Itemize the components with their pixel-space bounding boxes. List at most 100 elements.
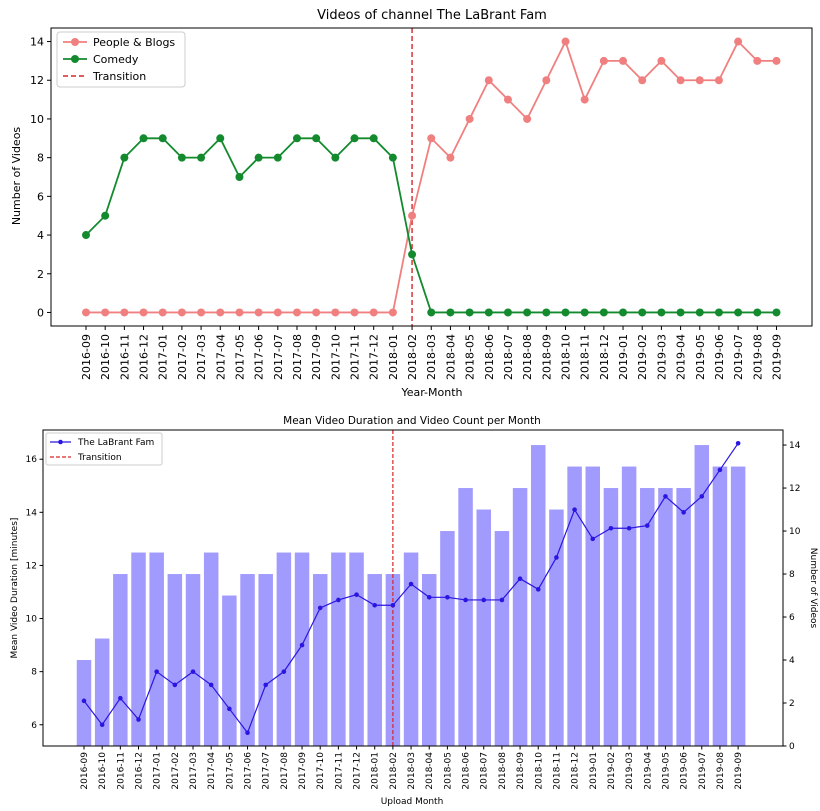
chart-2-x-tick-label: 2018-04 bbox=[425, 752, 435, 790]
chart-1-legend: People & Blogs Comedy Transition bbox=[56, 31, 186, 88]
chart-2-bar bbox=[440, 531, 455, 746]
chart-2-x-tick-label: 2018-01 bbox=[371, 752, 381, 790]
chart-1-point-comedy bbox=[82, 231, 90, 240]
chart-2-x-tick-label: 2018-12 bbox=[571, 752, 581, 790]
chart-2-bar bbox=[312, 574, 328, 746]
legend-label-people-blogs: People & Blogs bbox=[93, 36, 175, 49]
chart-1-point-comedy bbox=[254, 153, 263, 162]
chart-2-x-tick-label: 2017-03 bbox=[189, 752, 199, 790]
chart-1-x-tick-label: 2019-09 bbox=[770, 334, 783, 380]
chart-1-point-people-blogs bbox=[446, 153, 455, 162]
chart-2-x-tick-label: 2018-05 bbox=[443, 752, 453, 790]
chart-2-duration-point bbox=[717, 467, 723, 473]
chart-2-y2-tick-label: 6 bbox=[789, 613, 795, 623]
chart-2-x-tick-label: 2018-06 bbox=[462, 752, 472, 790]
chart-1-x-tick-label: 2017-09 bbox=[310, 334, 323, 380]
chart-1-xlabel: Year-Month bbox=[400, 386, 462, 399]
chart-1-x-tick-label: 2017-05 bbox=[233, 334, 246, 380]
chart-1-y-ticks: 0 2 4 6 8 10 12 14 bbox=[30, 36, 51, 319]
chart-1-y-tick-label: 0 bbox=[37, 306, 44, 319]
chart-1-point-people-blogs bbox=[734, 37, 743, 46]
chart-2-x-tick-label: 2017-05 bbox=[225, 752, 235, 790]
chart-1-point-people-blogs bbox=[292, 308, 301, 317]
chart-2-legend: The LaBrant Fam Transition bbox=[45, 432, 163, 466]
chart-2-x-tick-label: 2018-08 bbox=[498, 752, 508, 790]
chart-2-duration-and-count: Mean Video Duration and Video Count per … bbox=[10, 415, 818, 807]
chart-1-point-people-blogs bbox=[676, 76, 685, 85]
legend-label-comedy: Comedy bbox=[93, 53, 139, 66]
chart-1-point-comedy bbox=[177, 153, 186, 162]
chart-1-point-people-blogs bbox=[503, 95, 512, 104]
chart-1-point-people-blogs bbox=[388, 308, 397, 317]
chart-1-x-tick-label: 2018-12 bbox=[598, 334, 611, 380]
chart-2-bar bbox=[621, 466, 637, 746]
chart-2-x-tick-label: 2019-04 bbox=[643, 752, 653, 790]
chart-2-bar bbox=[531, 445, 546, 746]
chart-1-x-tick-label: 2018-06 bbox=[483, 334, 496, 380]
chart-2-x-tick-label: 2016-12 bbox=[135, 752, 145, 790]
chart-1-point-people-blogs bbox=[254, 308, 263, 317]
chart-2-bar bbox=[94, 638, 110, 746]
chart-2-duration-point bbox=[372, 602, 378, 608]
chart-1-x-tick-label: 2017-10 bbox=[329, 334, 342, 380]
chart-2-duration-point bbox=[336, 597, 341, 603]
chart-1-x-tick-label: 2018-10 bbox=[560, 334, 573, 380]
legend-label-transition-2: Transition bbox=[77, 453, 122, 463]
chart-2-duration-point bbox=[227, 706, 232, 712]
chart-2-bar bbox=[203, 552, 219, 746]
chart-2-y2-tick-label: 12 bbox=[789, 484, 800, 494]
chart-1-marks bbox=[82, 28, 781, 326]
chart-2-duration-point bbox=[445, 594, 450, 600]
chart-2-duration-point bbox=[154, 669, 159, 674]
chart-1-point-people-blogs bbox=[177, 308, 186, 317]
chart-2-bar bbox=[658, 488, 673, 746]
chart-2-duration-point bbox=[663, 494, 668, 499]
chart-2-y-ticks: 6 8 10 12 14 16 bbox=[26, 455, 43, 731]
chart-2-x-tick-label: 2017-09 bbox=[298, 752, 308, 790]
chart-2-bar bbox=[603, 488, 619, 746]
chart-1-point-people-blogs bbox=[427, 134, 436, 143]
chart-2-y-tick-label: 16 bbox=[26, 455, 38, 465]
chart-2-bar bbox=[494, 531, 510, 746]
chart-2-y2-tick-label: 14 bbox=[789, 441, 801, 451]
chart-2-duration-point bbox=[299, 642, 305, 648]
chart-2-duration-point bbox=[644, 523, 650, 528]
chart-2-duration-point bbox=[626, 525, 632, 531]
chart-1-point-people-blogs bbox=[350, 308, 359, 317]
chart-2-y-tick-label: 10 bbox=[26, 615, 38, 625]
chart-2-x-tick-label: 2017-10 bbox=[316, 752, 326, 790]
chart-2-y2-ticks: 0 2 4 6 8 10 12 14 bbox=[783, 441, 801, 752]
chart-1-x-tick-label: 2016-11 bbox=[118, 334, 131, 380]
chart-1-y-tick-label: 12 bbox=[30, 74, 44, 87]
chart-2-x-tick-label: 2017-06 bbox=[244, 752, 254, 790]
chart-1-x-tick-label: 2018-03 bbox=[425, 334, 438, 380]
chart-2-duration-point bbox=[263, 682, 269, 688]
chart-2-duration-point bbox=[735, 440, 741, 446]
chart-1-x-tick-label: 2019-04 bbox=[675, 334, 688, 380]
chart-1-point-people-blogs bbox=[772, 56, 781, 65]
chart-1-x-tick-label: 2016-09 bbox=[80, 334, 93, 380]
chart-1-point-comedy bbox=[408, 250, 417, 259]
chart-1-point-comedy bbox=[484, 308, 493, 317]
chart-1-point-comedy bbox=[158, 134, 167, 143]
chart-1-point-comedy bbox=[619, 308, 628, 317]
chart-2-duration-point bbox=[208, 682, 214, 688]
chart-1-point-comedy bbox=[292, 134, 301, 143]
chart-1-point-people-blogs bbox=[657, 56, 666, 65]
chart-2-x-tick-label: 2018-07 bbox=[480, 752, 490, 790]
chart-1-x-ticks: 2016-09 2016-10 2016-11 2016-12 2017-01 2017-… bbox=[80, 326, 783, 380]
chart-2-bar bbox=[730, 466, 746, 746]
chart-1-point-comedy bbox=[273, 153, 282, 162]
chart-1-point-comedy bbox=[734, 308, 743, 317]
chart-2-duration-point bbox=[99, 722, 105, 728]
chart-2-bar bbox=[476, 509, 491, 746]
chart-1-point-people-blogs bbox=[158, 308, 167, 317]
chart-1-point-people-blogs bbox=[638, 76, 647, 85]
chart-2-duration-point bbox=[590, 536, 596, 542]
chart-1-x-tick-label: 2018-07 bbox=[502, 334, 515, 380]
chart-2-x-tick-label: 2019-07 bbox=[698, 752, 708, 790]
chart-1-point-comedy bbox=[638, 308, 647, 317]
chart-1-point-comedy bbox=[446, 308, 455, 317]
chart-1-point-people-blogs bbox=[120, 308, 129, 317]
